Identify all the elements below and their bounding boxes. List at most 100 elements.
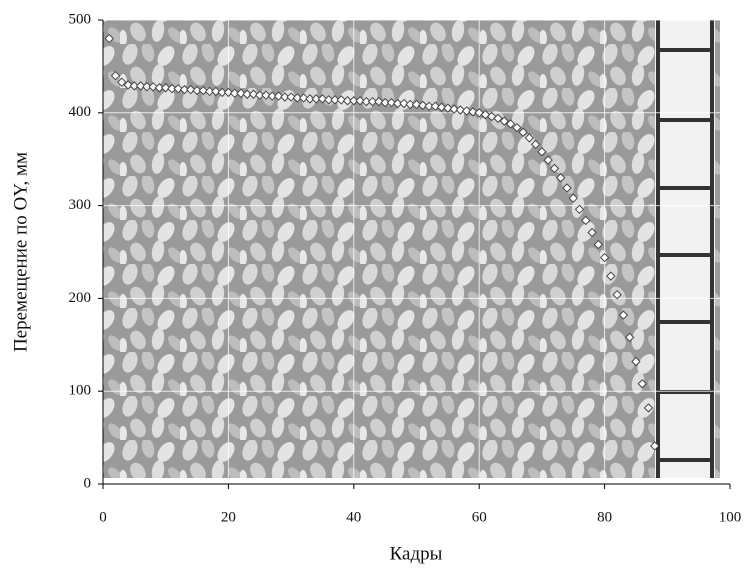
point bbox=[286, 92, 296, 102]
point bbox=[543, 155, 553, 165]
x-tick-label: 20 bbox=[221, 509, 236, 525]
point bbox=[392, 98, 403, 109]
point bbox=[179, 84, 190, 95]
point bbox=[361, 96, 372, 107]
point bbox=[518, 127, 528, 137]
point bbox=[562, 183, 572, 193]
point bbox=[229, 88, 240, 99]
point bbox=[142, 82, 152, 92]
point bbox=[217, 87, 227, 98]
point bbox=[223, 87, 234, 98]
point bbox=[342, 96, 353, 106]
y-tick-label: 200 bbox=[69, 290, 92, 306]
point bbox=[298, 93, 309, 103]
point bbox=[537, 147, 547, 157]
point bbox=[468, 107, 478, 117]
point bbox=[173, 83, 183, 94]
point bbox=[461, 106, 472, 116]
point bbox=[411, 99, 422, 110]
y-tick-label: 500 bbox=[69, 11, 92, 27]
point bbox=[418, 100, 428, 111]
x-tick-label: 100 bbox=[719, 509, 742, 525]
point bbox=[110, 70, 121, 81]
point bbox=[505, 119, 516, 129]
point bbox=[204, 86, 215, 97]
point bbox=[430, 101, 441, 112]
point bbox=[650, 441, 660, 451]
point bbox=[148, 82, 158, 92]
point bbox=[211, 86, 221, 97]
point bbox=[380, 97, 390, 108]
point bbox=[637, 379, 647, 389]
point bbox=[160, 83, 171, 93]
x-axis-title: Кадры bbox=[390, 543, 443, 564]
point bbox=[424, 101, 434, 112]
point bbox=[399, 98, 409, 109]
point bbox=[593, 239, 604, 250]
point bbox=[499, 116, 509, 126]
point bbox=[443, 103, 453, 113]
point bbox=[129, 81, 140, 91]
point bbox=[154, 83, 165, 93]
point bbox=[336, 95, 346, 105]
point bbox=[135, 81, 146, 91]
point bbox=[493, 113, 503, 124]
x-tick-label: 0 bbox=[99, 509, 107, 525]
point bbox=[631, 356, 641, 367]
point bbox=[242, 89, 252, 99]
point bbox=[606, 271, 616, 281]
point bbox=[186, 84, 196, 95]
point bbox=[117, 77, 127, 87]
point bbox=[386, 97, 397, 108]
point bbox=[355, 96, 365, 106]
point bbox=[449, 104, 459, 114]
point bbox=[556, 173, 566, 183]
point bbox=[374, 96, 384, 107]
point bbox=[324, 95, 334, 105]
point bbox=[643, 403, 654, 413]
point bbox=[292, 93, 303, 103]
point bbox=[280, 92, 290, 102]
point bbox=[524, 133, 535, 143]
point bbox=[311, 94, 321, 104]
point bbox=[248, 89, 259, 99]
y-tick-label: 0 bbox=[84, 475, 92, 491]
point bbox=[581, 215, 591, 226]
point bbox=[618, 310, 629, 320]
point bbox=[436, 102, 447, 112]
point bbox=[273, 91, 284, 101]
point bbox=[587, 227, 597, 238]
point bbox=[367, 96, 378, 107]
point bbox=[255, 90, 265, 100]
y-tick-label: 400 bbox=[69, 104, 92, 120]
point bbox=[599, 252, 610, 263]
point bbox=[317, 94, 328, 104]
y-axis-title: Перемещение по OY, мм bbox=[10, 152, 31, 352]
photo-background bbox=[103, 20, 720, 478]
point bbox=[612, 289, 622, 300]
point bbox=[574, 204, 585, 215]
point bbox=[405, 99, 415, 110]
y-tick-label: 300 bbox=[69, 197, 92, 213]
point bbox=[192, 85, 202, 96]
point bbox=[236, 88, 246, 99]
point bbox=[455, 105, 466, 115]
point bbox=[261, 90, 271, 100]
point bbox=[624, 332, 635, 343]
point bbox=[123, 80, 133, 90]
point bbox=[330, 95, 340, 105]
y-tick-label: 100 bbox=[69, 383, 92, 399]
point bbox=[568, 193, 578, 203]
point bbox=[349, 96, 359, 106]
point bbox=[198, 85, 209, 96]
x-tick-label: 40 bbox=[346, 509, 361, 525]
point bbox=[305, 94, 315, 104]
point bbox=[530, 139, 541, 150]
point bbox=[104, 33, 114, 44]
point bbox=[167, 83, 177, 94]
x-tick-label: 80 bbox=[597, 509, 612, 525]
point bbox=[549, 163, 560, 174]
point bbox=[512, 122, 522, 133]
